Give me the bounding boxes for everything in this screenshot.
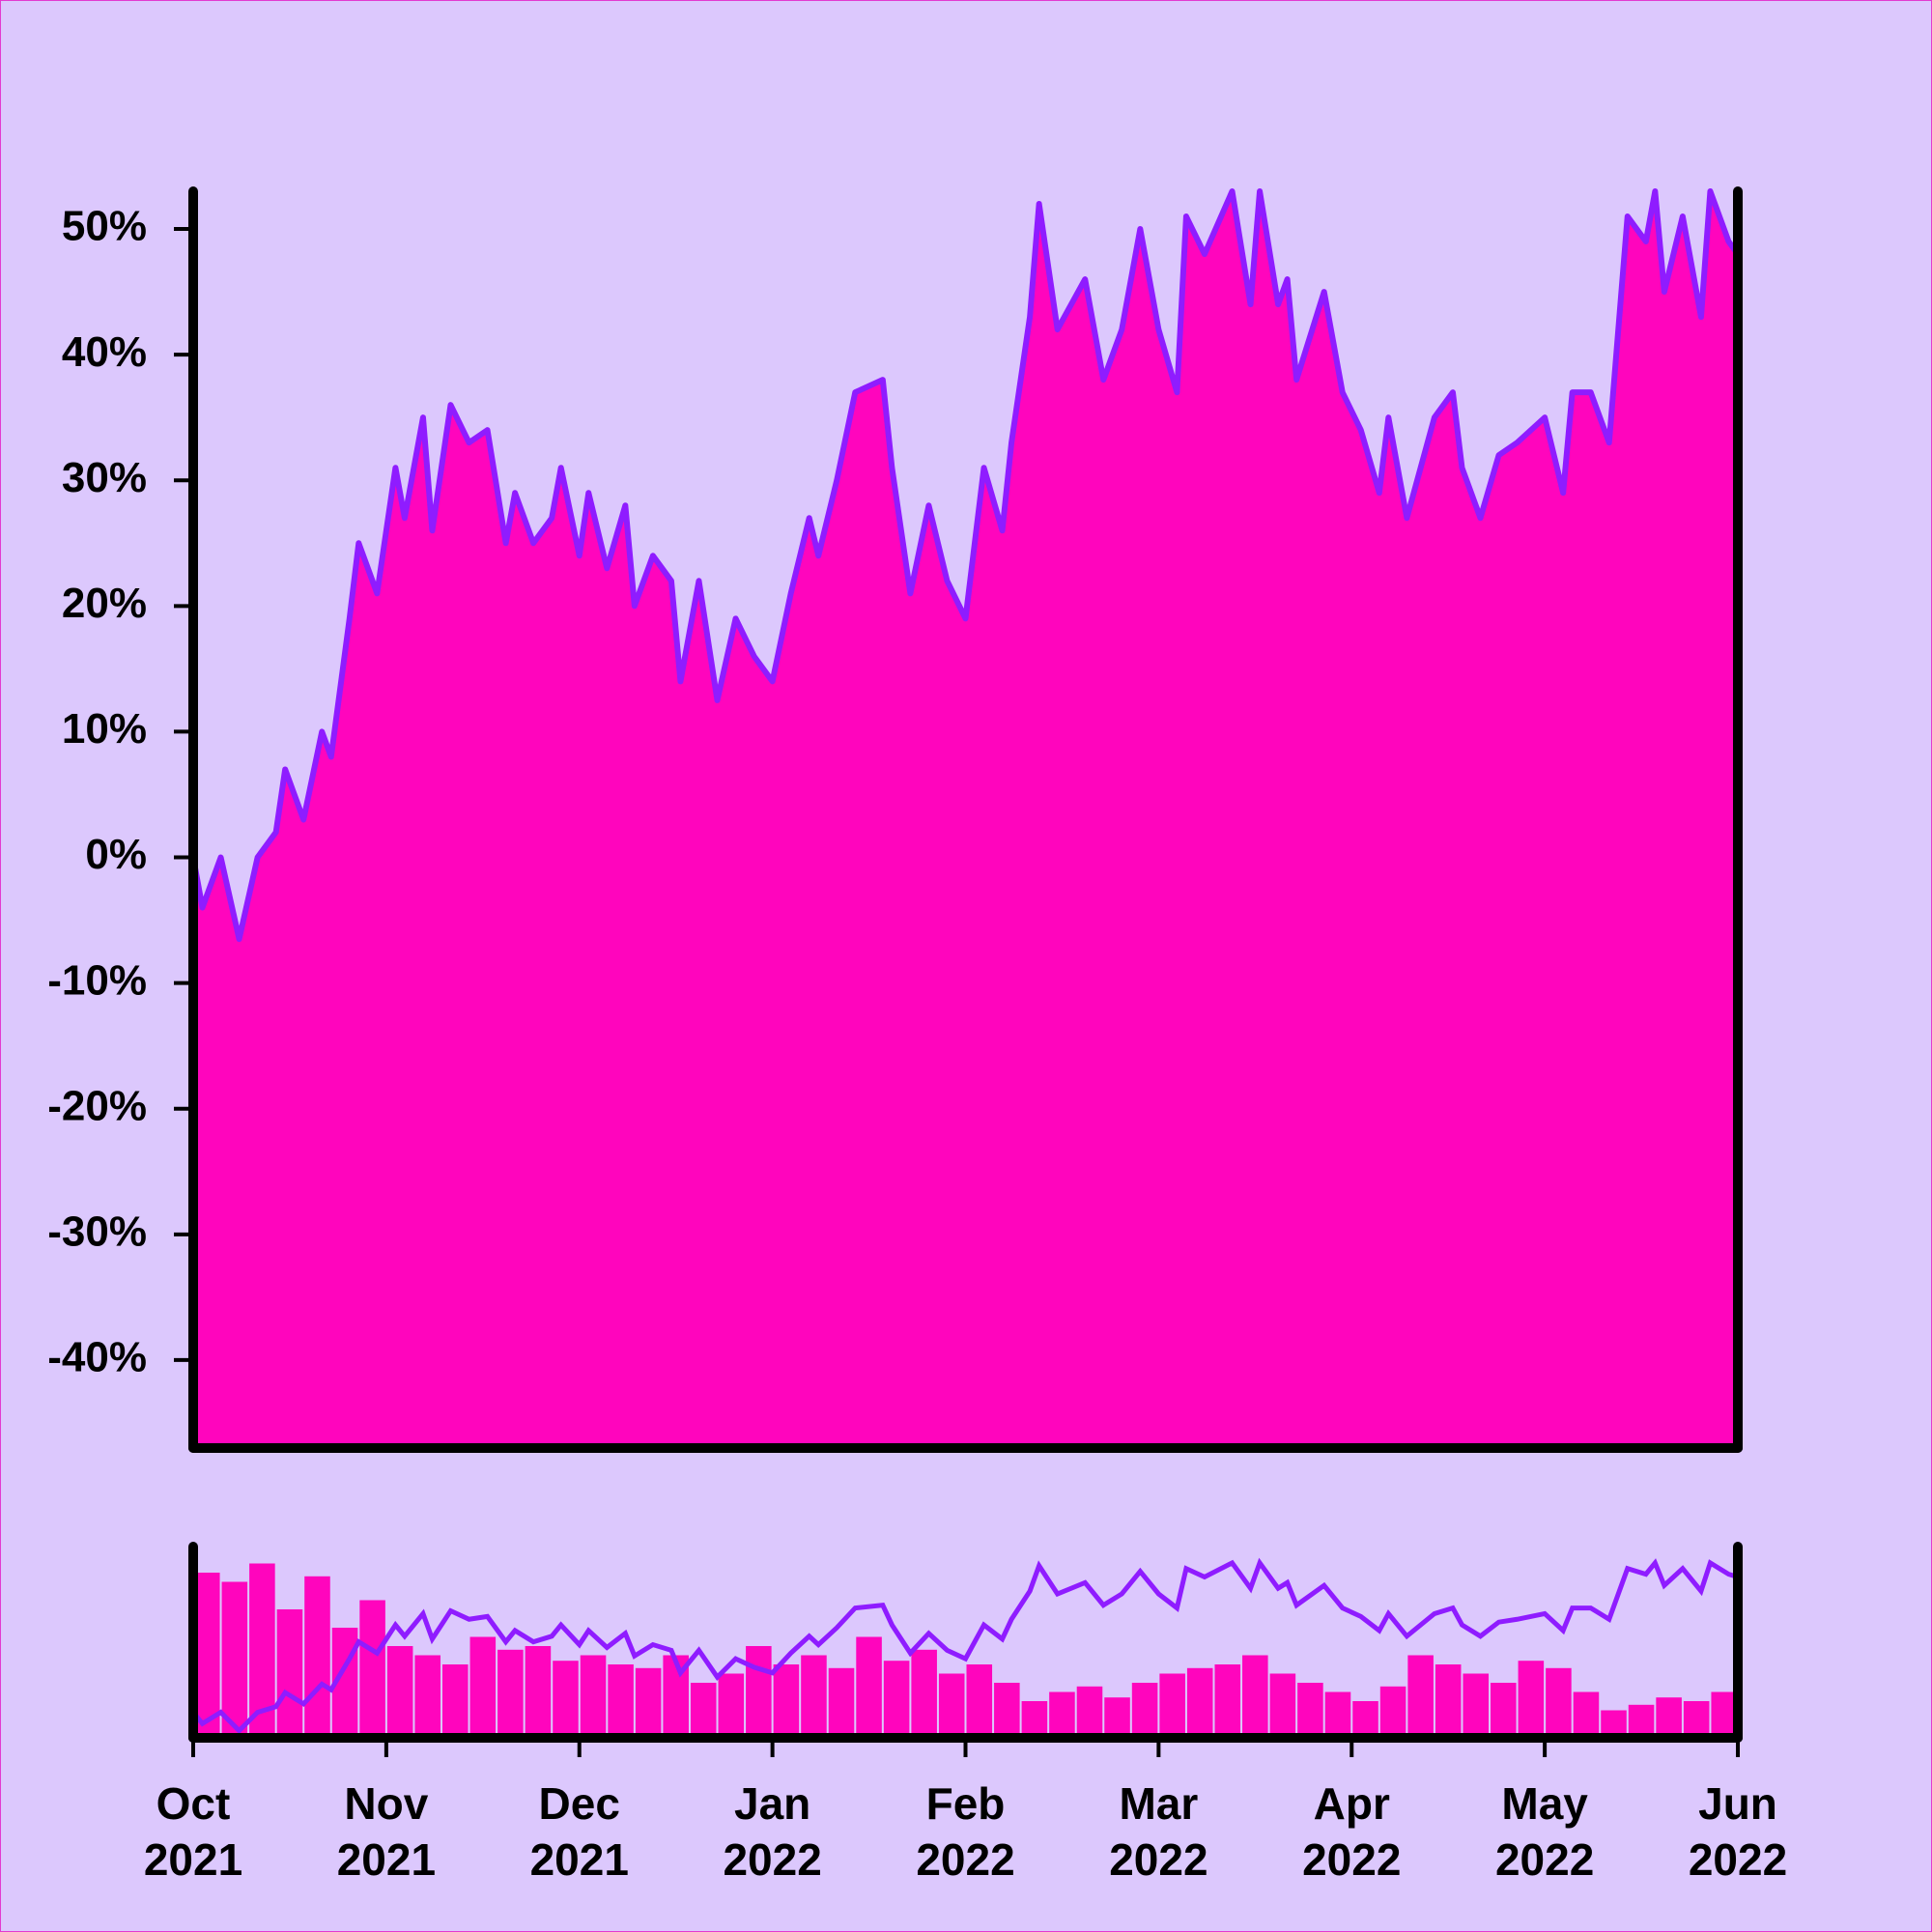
y-tick-label: -20% (47, 1082, 147, 1129)
x-tick-label: Nov 2021 (336, 1778, 437, 1885)
volume-bar (1269, 1673, 1296, 1738)
volume-bar (1104, 1697, 1130, 1738)
x-tick-label: Mar 2022 (1109, 1778, 1208, 1885)
x-tick-label: Apr 2022 (1302, 1778, 1402, 1885)
x-tick-label: May 2022 (1494, 1778, 1595, 1885)
volume-bar (1683, 1701, 1710, 1738)
volume-bar (938, 1673, 965, 1738)
y-tick-label: 20% (62, 580, 147, 627)
volume-bar (1407, 1655, 1434, 1738)
x-tick-label: Jun 2022 (1688, 1778, 1788, 1885)
volume-bar (1491, 1683, 1517, 1738)
y-tick-label: 30% (62, 454, 147, 501)
volume-bar (608, 1664, 634, 1738)
volume-bar (1435, 1664, 1462, 1738)
volume-bar (801, 1655, 827, 1738)
volume-bar (1463, 1673, 1490, 1738)
volume-bar (359, 1600, 385, 1738)
volume-bar (414, 1655, 440, 1738)
volume-bar (773, 1664, 800, 1738)
volume-bar (635, 1667, 662, 1738)
volume-bar (1159, 1673, 1185, 1738)
volume-bar (469, 1636, 497, 1738)
volume-bar (911, 1649, 937, 1738)
volume-bar (1352, 1701, 1378, 1738)
volume-bar (497, 1649, 524, 1738)
volume-bar (1573, 1691, 1600, 1738)
volume-bar (1518, 1661, 1545, 1738)
line (190, 188, 1741, 943)
volume-bar (718, 1673, 745, 1738)
volume-bar (553, 1661, 579, 1738)
y-tick-label: 0% (85, 831, 147, 878)
x-tick-label: Oct 2021 (143, 1778, 243, 1885)
area (193, 191, 1738, 1448)
volume-bar (441, 1664, 469, 1738)
volume-bar (1242, 1655, 1268, 1738)
volume-bar (386, 1646, 413, 1738)
volume-bar (1076, 1686, 1103, 1738)
volume-bar (1546, 1667, 1572, 1738)
volume-bar (994, 1683, 1020, 1738)
volume-bar (276, 1609, 303, 1738)
volume-bar (1711, 1691, 1737, 1738)
volume-bar (690, 1683, 717, 1738)
volume-bar (1324, 1691, 1351, 1738)
volume-bar (828, 1667, 855, 1738)
volume-bar (1049, 1691, 1075, 1738)
volume-bar (1656, 1697, 1682, 1738)
volume-bar (1214, 1664, 1241, 1738)
volume-bar (580, 1655, 607, 1738)
y-tick-label: 40% (62, 328, 147, 376)
volume-bar (1021, 1701, 1048, 1738)
volume-bar (966, 1664, 993, 1738)
volume-bar (856, 1636, 882, 1738)
navigator-line (191, 1557, 1739, 1735)
y-tick-label: 50% (62, 203, 147, 250)
volume-bar (194, 1573, 220, 1738)
volume-bar (1379, 1686, 1406, 1738)
volume-bar (525, 1646, 552, 1738)
volume-bar (883, 1661, 910, 1738)
y-tick-label: -40% (47, 1334, 147, 1381)
x-tick-label: Dec 2021 (529, 1778, 629, 1885)
volume-bar (1628, 1704, 1655, 1738)
y-tick-label: 10% (62, 705, 147, 753)
volume-bar (746, 1646, 772, 1738)
volume-bar (1186, 1667, 1213, 1738)
y-tick-label: -30% (47, 1208, 147, 1255)
y-tick-label: -10% (47, 956, 147, 1004)
volume-bar (1131, 1683, 1158, 1738)
x-tick-label: Feb 2022 (916, 1778, 1015, 1885)
volume-bar (221, 1581, 248, 1738)
volume-bar (304, 1576, 330, 1738)
volume-bar (1297, 1683, 1323, 1738)
x-tick-label: Jan 2022 (723, 1778, 822, 1885)
